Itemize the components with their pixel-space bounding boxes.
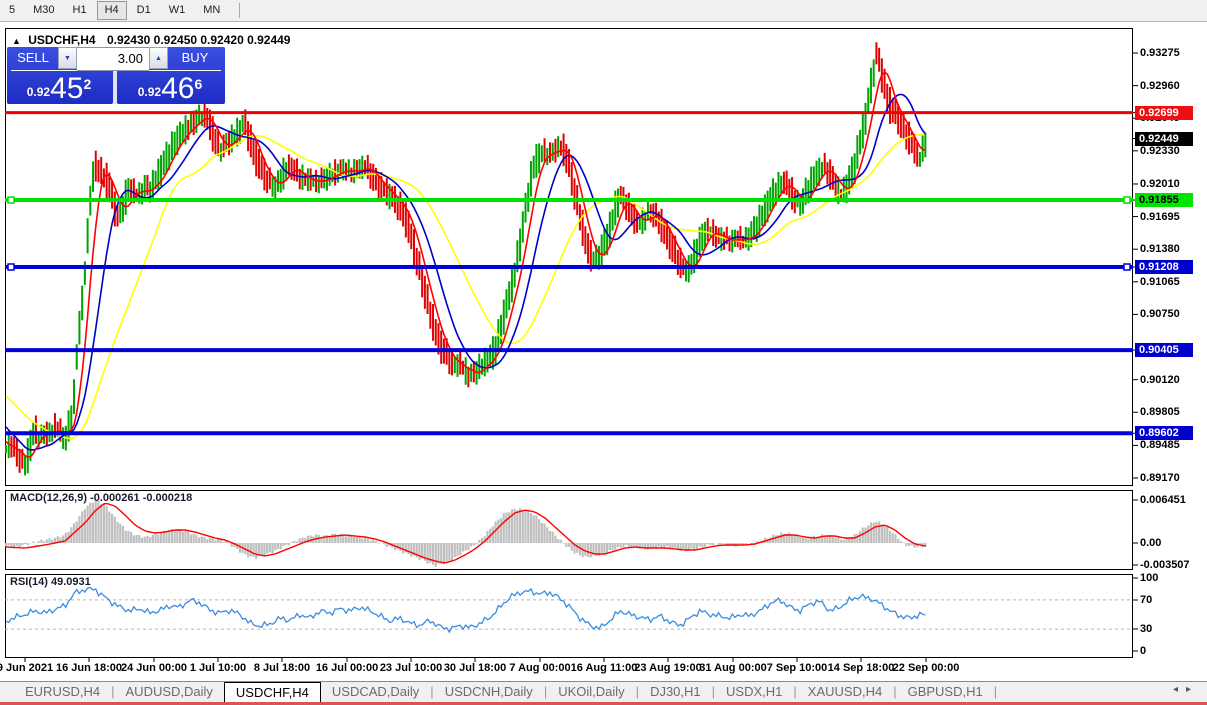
volume-input[interactable]: 3.00 (77, 47, 149, 71)
time-axis-label: 23 Jul 10:00 (379, 662, 443, 674)
chart-tab-USDCHF[interactable]: USDCHF,H4 (223, 682, 321, 702)
chart-tab-UKOil[interactable]: UKOil,Daily (558, 684, 625, 699)
chart-tab-XAUUSD[interactable]: XAUUSD,H4 (807, 684, 883, 699)
rsi-axis-label: 70 (1140, 594, 1153, 606)
time-axis-label: 16 Jul 00:00 (315, 662, 379, 674)
tab-separator: | (543, 684, 548, 699)
rsi-indicator-label: RSI(14) 49.0931 (10, 576, 91, 588)
time-axis-label: 9 Jun 2021 (0, 662, 54, 674)
rsi-axis-label: 0 (1140, 645, 1147, 657)
price-axis-label: 0.90120 (1140, 373, 1180, 386)
sell-price-sup: 2 (83, 76, 92, 92)
macd-axis-label: 0.006451 (1140, 494, 1186, 506)
tab-separator: | (893, 684, 897, 699)
price-axis-label: 0.91065 (1140, 275, 1180, 288)
tab-separator: | (711, 684, 716, 699)
buy-price-big: 46 (161, 72, 195, 105)
sell-divider (11, 70, 109, 71)
price-axis-label: 0.91380 (1140, 243, 1180, 256)
price-level-badge: 0.91208 (1135, 260, 1193, 274)
price-axis-label: 0.92330 (1140, 144, 1180, 157)
chart-tab-EURUSD[interactable]: EURUSD,H4 (25, 684, 101, 699)
tab-separator: | (635, 684, 640, 699)
price-level-badge: 0.92449 (1135, 131, 1193, 146)
sell-price: 0.92 45 2 (7, 71, 111, 104)
price-level-badge: 0.91855 (1135, 193, 1193, 208)
time-axis-label: 16 Jun 18:00 (55, 662, 123, 674)
time-axis-label: 16 Aug 11:00 (570, 662, 638, 674)
chart-tab-bar: EURUSD,H4 | AUDUSD,Daily USDCHF,H4 USDCAD,Da… (0, 681, 1207, 702)
timeframe-toolbar: 5 M30 H1 H4 D1 W1 MN (0, 0, 1207, 22)
tab-scroll-arrows[interactable]: ◂▸ (1173, 684, 1199, 695)
price-level-badge: 0.90405 (1135, 343, 1193, 358)
timeframe-button-H1[interactable]: H1 (72, 4, 87, 16)
window-edge-strip (0, 702, 1207, 705)
price-axis-label: 0.89805 (1140, 406, 1180, 419)
time-axis-label: 31 Aug 00:00 (699, 662, 767, 674)
timeframe-button-H4[interactable]: H4 (96, 1, 127, 20)
chart-ohlc-values: 0.92430 0.92450 0.92420 0.92449 (106, 33, 291, 47)
one-click-trading-widget: SELL 0.92 45 2 BUY 0.92 46 6 ▼ 3.00 ▲ (7, 47, 225, 104)
timeframe-button-W1[interactable]: W1 (168, 4, 186, 16)
chevron-down-icon: ▼ (64, 55, 71, 62)
buy-price-prefix: 0.92 (137, 85, 162, 99)
timeframe-button-5[interactable]: 5 (9, 4, 16, 16)
price-axis-label: 0.92960 (1140, 79, 1180, 92)
timeframe-button-MN[interactable]: MN (203, 4, 221, 16)
timeframe-button-M30[interactable]: M30 (33, 4, 55, 16)
tab-separator: | (430, 684, 434, 699)
buy-label: BUY (181, 50, 209, 65)
rsi-panel[interactable] (5, 574, 1133, 658)
chart-tab-AUDUSD[interactable]: AUDUSD,Daily (125, 684, 213, 699)
price-axis-label: 0.89170 (1140, 472, 1180, 484)
tab-separator: | (993, 684, 998, 699)
buy-price-sup: 6 (194, 76, 203, 92)
chart-tab-USDX[interactable]: USDX,H1 (726, 684, 783, 699)
price-axis-label: 0.92010 (1140, 177, 1180, 190)
time-axis-label: 14 Sep 18:00 (827, 662, 895, 674)
chevron-up-icon: ▲ (155, 55, 162, 62)
sell-label: SELL (17, 50, 49, 65)
buy-divider (121, 70, 221, 71)
volume-decrease-button[interactable]: ▼ (58, 47, 77, 69)
volume-increase-button[interactable]: ▲ (149, 47, 168, 69)
volume-stepper: ▼ 3.00 ▲ (58, 47, 168, 71)
time-axis-label: 24 Jun 00:00 (120, 662, 188, 674)
macd-axis-label: -0.003507 (1140, 559, 1190, 571)
time-axis-label: 22 Sep 00:00 (892, 662, 960, 674)
time-axis-label: 7 Sep 10:00 (766, 662, 828, 674)
price-level-badge: 0.92699 (1135, 105, 1193, 120)
macd-axis-label: 0.00 (1140, 537, 1162, 549)
chart-tab-USDCAD[interactable]: USDCAD,Daily (331, 684, 420, 699)
scroll-left-icon[interactable]: ◂ (1172, 684, 1186, 695)
price-axis-label: 0.91695 (1140, 210, 1180, 223)
macd-indicator-label: MACD(12,26,9) -0.000261 -0.000218 (10, 492, 193, 504)
rsi-axis-label: 100 (1140, 572, 1159, 584)
price-axis-label: 0.89485 (1140, 439, 1180, 452)
price-level-badge: 0.89602 (1135, 426, 1193, 441)
rsi-axis-label: 30 (1140, 623, 1153, 635)
buy-price: 0.92 46 6 (117, 71, 223, 104)
sell-price-prefix: 0.92 (26, 85, 51, 99)
sell-price-big: 45 (50, 72, 84, 105)
chart-symbol-title: USDCHF,H4 (28, 33, 96, 47)
toolbar-separator (239, 3, 241, 18)
timeframe-button-D1[interactable]: D1 (136, 4, 151, 16)
chart-tab-USDCNH[interactable]: USDCNH,Daily (444, 684, 533, 699)
time-axis-label: 23 Aug 19:00 (634, 662, 702, 674)
collapse-panel-icon[interactable]: ▲ (12, 36, 21, 46)
chart-tab-DJ30[interactable]: DJ30,H1 (650, 684, 701, 699)
tab-separator: | (111, 684, 115, 699)
price-axis-label: 0.93275 (1140, 47, 1180, 59)
time-axis-label: 30 Jul 18:00 (443, 662, 507, 674)
tab-separator: | (793, 684, 797, 699)
chart-header: ▲ USDCHF,H4 0.92430 0.92450 0.92420 0.92… (12, 33, 290, 47)
price-axis-label: 0.90750 (1140, 308, 1180, 321)
time-axis-label: 7 Aug 00:00 (509, 662, 571, 674)
time-axis-label: 1 Jul 10:00 (189, 662, 247, 674)
scroll-right-icon[interactable]: ▸ (1185, 684, 1199, 695)
time-axis-label: 8 Jul 18:00 (253, 662, 311, 674)
chart-tab-GBPUSD[interactable]: GBPUSD,H1 (907, 684, 983, 699)
